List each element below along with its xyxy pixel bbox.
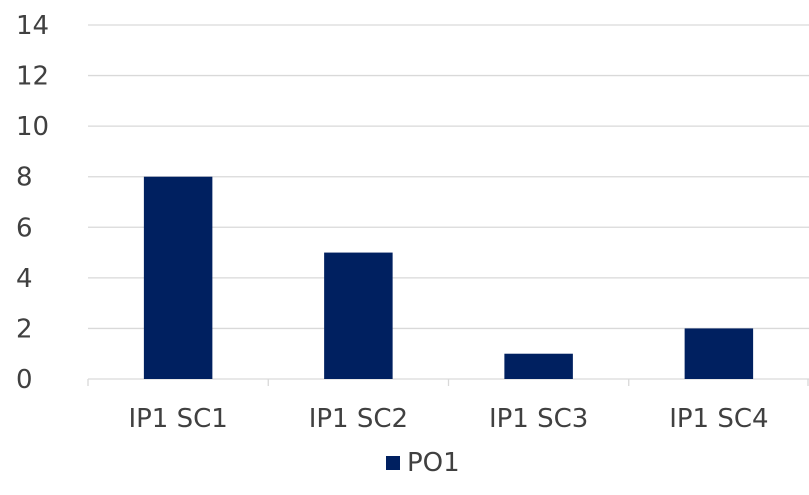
y-tick-label: 14	[16, 11, 49, 41]
bar	[324, 252, 393, 379]
y-tick-label: 8	[16, 163, 33, 193]
x-category-label: IP1 SC2	[309, 404, 408, 434]
legend-swatch	[386, 456, 400, 470]
y-tick-label: 6	[16, 213, 33, 243]
x-category-label: IP1 SC1	[128, 404, 227, 434]
bar	[143, 176, 213, 379]
y-tick-label: 0	[16, 365, 33, 395]
y-tick-label: 12	[16, 62, 49, 92]
y-axis-tick-labels: 0 2 4 6 8 10 12 14	[16, 11, 49, 395]
x-axis-category-labels: IP1 SC1 IP1 SC2 IP1 SC3 IP1 SC4	[128, 404, 768, 434]
bar	[504, 353, 573, 379]
y-tick-label: 10	[16, 112, 49, 142]
x-category-label: IP1 SC4	[669, 404, 768, 434]
x-category-label: IP1 SC3	[489, 404, 588, 434]
legend-label: PO1	[407, 448, 460, 478]
y-tick-label: 4	[16, 264, 33, 294]
legend: PO1	[386, 448, 460, 478]
bar	[684, 328, 754, 379]
bars	[143, 176, 754, 379]
y-tick-label: 2	[16, 314, 33, 344]
